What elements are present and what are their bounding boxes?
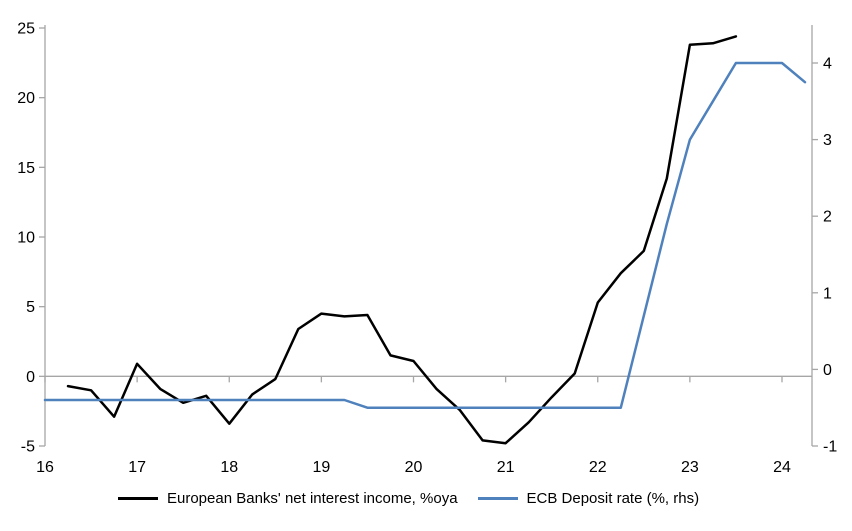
x-axis-tick-label: 18 — [220, 459, 238, 476]
left-axis-tick-label: -5 — [21, 439, 35, 456]
legend-label-ecb: ECB Deposit rate (%, rhs) — [526, 490, 700, 507]
x-axis-tick-label: 17 — [128, 459, 146, 476]
x-axis-tick-label: 21 — [497, 459, 515, 476]
legend-entry-nii: European Banks' net interest income, %oy… — [118, 490, 458, 507]
left-axis-tick-label: 20 — [17, 90, 35, 107]
legend-entry-ecb: ECB Deposit rate (%, rhs) — [477, 490, 700, 507]
right-axis-tick-label: 0 — [823, 362, 832, 379]
right-axis-tick-label: -1 — [823, 439, 837, 456]
right-axis-tick-label: 4 — [823, 56, 832, 73]
x-axis-tick-label: 20 — [405, 459, 423, 476]
series-line-nii — [66, 35, 738, 445]
chart-legend: European Banks' net interest income, %oy… — [118, 490, 699, 507]
x-axis-tick-label: 23 — [681, 459, 699, 476]
legend-swatch-nii-line-icon — [118, 497, 158, 500]
series-line-ecb — [43, 61, 807, 409]
legend-swatch-ecb-line-icon — [477, 497, 518, 500]
x-axis-tick-label: 22 — [589, 459, 607, 476]
x-axis-tick-label: 16 — [36, 459, 54, 476]
x-axis-tick-label: 24 — [773, 459, 791, 476]
right-axis-tick-label: 3 — [823, 132, 832, 149]
right-axis-tick-label: 2 — [823, 209, 832, 226]
x-axis-tick-label: 19 — [312, 459, 330, 476]
left-axis-tick-label: 0 — [26, 369, 35, 386]
right-axis-tick-label: 1 — [823, 285, 832, 302]
left-axis-tick-label: 5 — [26, 299, 35, 316]
left-axis-tick-label: 25 — [17, 21, 35, 38]
left-axis-tick-label: 15 — [17, 160, 35, 177]
left-axis-tick-label: 10 — [17, 230, 35, 247]
legend-label-nii: European Banks' net interest income, %oy… — [167, 490, 458, 507]
